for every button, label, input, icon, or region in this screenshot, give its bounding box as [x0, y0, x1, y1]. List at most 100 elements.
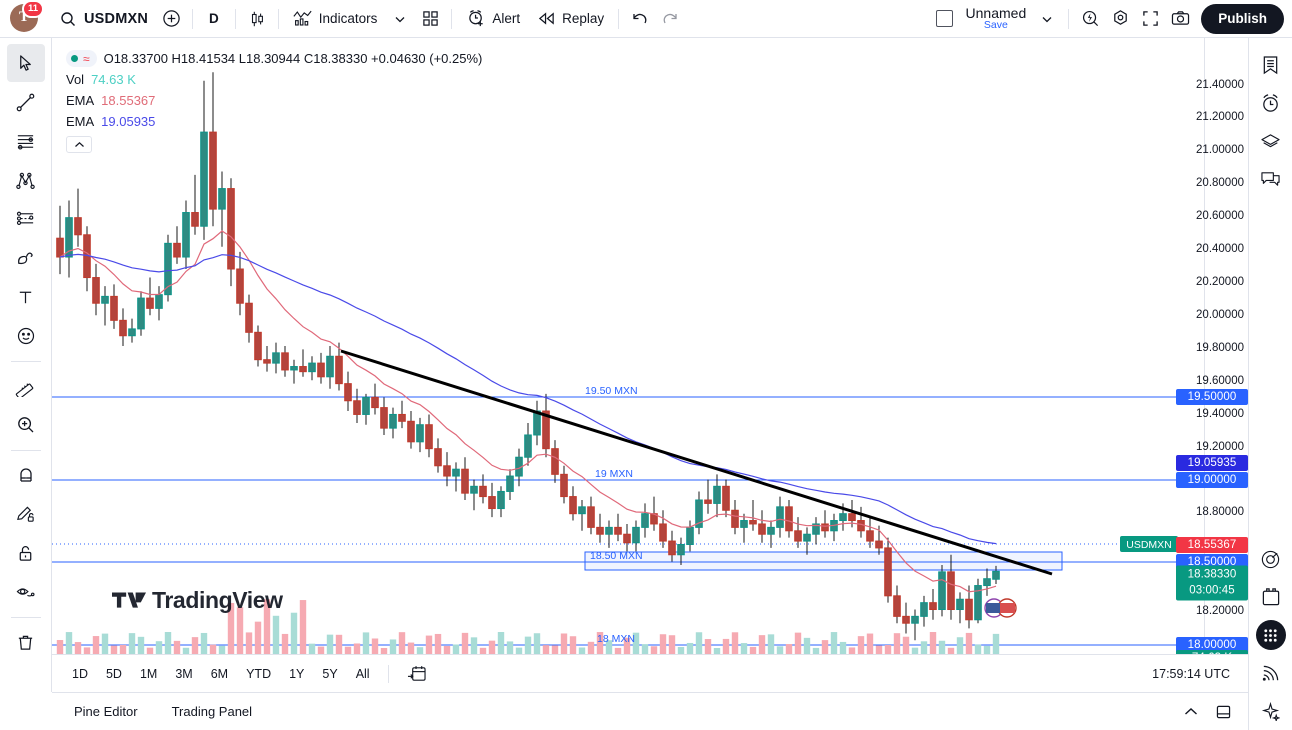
cursor-tool[interactable]	[7, 44, 45, 82]
ideas-icon[interactable]	[1254, 540, 1288, 578]
legend-collapse-button[interactable]	[66, 136, 92, 153]
calendar-icon[interactable]	[1254, 578, 1288, 616]
volume-bar	[111, 646, 117, 654]
emoji-tool[interactable]	[7, 317, 45, 355]
fib-retracement-tool[interactable]	[7, 200, 45, 238]
layout-menu-button[interactable]	[1032, 5, 1062, 33]
level-19-50-tag[interactable]: 19.50000	[1176, 389, 1248, 405]
economic-event-markers[interactable]	[985, 599, 1016, 617]
divider	[235, 9, 236, 29]
panel-expand-button[interactable]	[1178, 699, 1204, 725]
candle-body	[732, 510, 739, 527]
magnet-tool[interactable]	[7, 456, 45, 494]
redo-button[interactable]	[655, 5, 685, 33]
timeframe-1m[interactable]: 1M	[132, 663, 165, 685]
timeframe-3m[interactable]: 3M	[167, 663, 200, 685]
user-avatar[interactable]: T 11	[10, 4, 40, 34]
undo-button[interactable]	[625, 5, 655, 33]
us-flag-icon	[1000, 603, 1015, 613]
legend-volume-row[interactable]: Vol 74.63 K	[66, 69, 482, 90]
timeframe-all[interactable]: All	[348, 663, 378, 685]
volume-bar	[66, 632, 72, 654]
data-window-icon[interactable]	[1254, 122, 1288, 160]
bottom-tab-pine-editor[interactable]: Pine Editor	[64, 699, 148, 724]
pitchfork-tool[interactable]	[7, 161, 45, 199]
alerts-icon[interactable]	[1254, 84, 1288, 122]
series-dot-icon	[71, 55, 78, 62]
price-scale[interactable]: 21.40000 21.20000 21.00000 20.80000 20.60000…	[1204, 38, 1248, 654]
brush-tool[interactable]	[7, 239, 45, 277]
timeframe-1d[interactable]: 1D	[64, 663, 96, 685]
drawing-mode-tool[interactable]	[7, 495, 45, 533]
candle-body	[624, 534, 631, 543]
layout-name-button[interactable]: Unnamed Save	[960, 6, 1033, 32]
publish-button[interactable]: Publish	[1201, 4, 1284, 34]
timeframe-1y[interactable]: 1Y	[281, 663, 312, 685]
hotlist-icon[interactable]	[1254, 616, 1288, 654]
add-symbol-button[interactable]	[156, 5, 186, 33]
trend-line-tool[interactable]	[7, 83, 45, 121]
ema1-price-tag[interactable]: 18.55367	[1176, 537, 1248, 553]
timeframe-5d[interactable]: 5D	[98, 663, 130, 685]
last-price-tag[interactable]: 18.38330 03:00:45	[1176, 565, 1248, 600]
alert-button[interactable]: Alert	[458, 5, 528, 33]
candle-body	[588, 507, 595, 528]
interval-button[interactable]: D	[199, 5, 229, 33]
symbol-price-flag[interactable]: USDMXN	[1120, 536, 1178, 552]
chart-clock[interactable]: 17:59:14 UTC	[1152, 667, 1236, 681]
legend-symbol-row[interactable]: ≈ O18.33700 H18.41534 L18.30944 C18.3833…	[66, 48, 482, 69]
candle-body	[372, 397, 379, 407]
timeframe-ytd[interactable]: YTD	[238, 663, 279, 685]
chart-style-button[interactable]	[242, 5, 272, 33]
volume-bar	[435, 634, 441, 654]
watchlist-icon[interactable]	[1254, 46, 1288, 84]
hide-drawings-tool[interactable]	[7, 573, 45, 611]
ema2-price-tag[interactable]: 19.05935	[1176, 455, 1248, 471]
indicators-dropdown-button[interactable]	[385, 5, 415, 33]
bottom-tab-trading-panel[interactable]: Trading Panel	[162, 699, 262, 724]
ai-assistant-icon[interactable]	[1254, 692, 1288, 730]
text-tool[interactable]	[7, 278, 45, 316]
broadcast-icon[interactable]	[1254, 654, 1288, 692]
remove-drawings-tool[interactable]	[7, 623, 45, 661]
snapshot-button[interactable]	[1165, 5, 1195, 33]
volume-bar	[831, 632, 837, 654]
notification-badge[interactable]: 11	[22, 0, 44, 18]
timeframe-6m[interactable]: 6M	[203, 663, 236, 685]
divider	[618, 9, 619, 29]
candle-body	[948, 572, 955, 610]
templates-button[interactable]	[415, 5, 445, 33]
measure-tool[interactable]	[7, 367, 45, 405]
lock-drawings-tool[interactable]	[7, 534, 45, 572]
panel-maximize-button[interactable]	[1210, 699, 1236, 725]
settings-button[interactable]	[1105, 5, 1135, 33]
zoom-in-tool[interactable]	[7, 406, 45, 444]
indicators-button[interactable]: Indicators	[285, 5, 386, 33]
chart-container: ≈ O18.33700 H18.41534 L18.30944 C18.3833…	[52, 38, 1248, 692]
candle-body	[660, 524, 667, 541]
chat-icon[interactable]	[1254, 160, 1288, 198]
timeframe-5y[interactable]: 5Y	[314, 663, 345, 685]
series-style-pill[interactable]: ≈	[66, 50, 97, 67]
volume-series	[57, 599, 999, 654]
level-19-tag[interactable]: 19.00000	[1176, 472, 1248, 488]
fullscreen-button[interactable]	[1135, 5, 1165, 33]
candle-body	[156, 295, 163, 309]
replay-button[interactable]: Replay	[528, 5, 612, 33]
legend-ema1-row[interactable]: EMA 18.55367	[66, 90, 482, 111]
save-label[interactable]: Save	[984, 20, 1008, 31]
legend-ema2-row[interactable]: EMA 19.05935	[66, 111, 482, 132]
goto-date-button[interactable]	[399, 661, 434, 687]
divider	[11, 617, 41, 618]
volume-bar	[669, 635, 675, 654]
volume-bar	[417, 647, 423, 654]
volume-bar	[939, 641, 945, 654]
symbol-search-button[interactable]: USDMXN	[50, 5, 156, 33]
horizontal-lines-tool[interactable]	[7, 122, 45, 160]
volume-bar	[588, 642, 594, 654]
volume-bar	[561, 633, 567, 654]
trend-line-drawing[interactable]	[341, 351, 1052, 574]
quick-search-button[interactable]	[1075, 5, 1105, 33]
templates-icon	[422, 10, 439, 27]
layout-select-button[interactable]	[930, 5, 960, 33]
